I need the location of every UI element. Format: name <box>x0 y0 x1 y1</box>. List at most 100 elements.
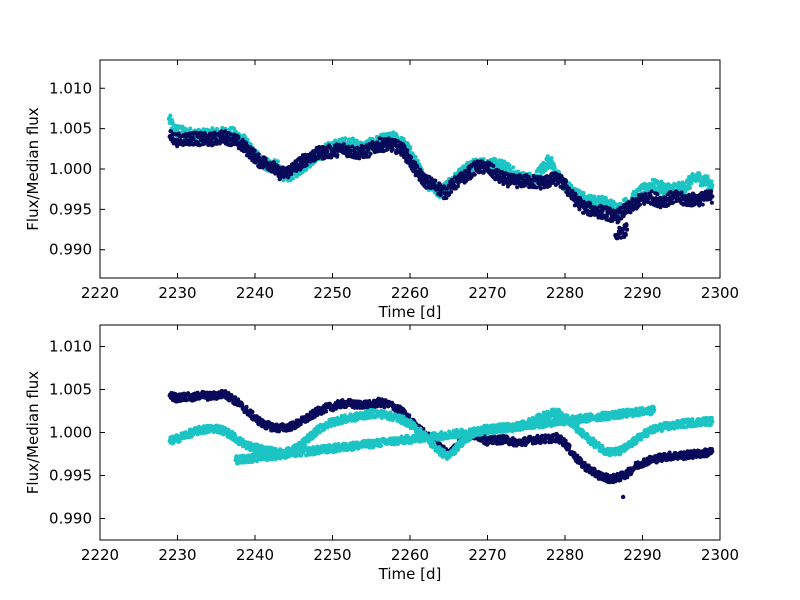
data-point <box>370 140 375 145</box>
data-point <box>324 409 329 414</box>
data-point <box>191 136 196 141</box>
data-point <box>552 166 557 171</box>
x-tick-label: 2260 <box>391 284 429 302</box>
scatter-points <box>167 388 715 500</box>
data-point <box>308 159 313 164</box>
data-point <box>545 154 550 159</box>
data-point <box>250 409 255 414</box>
data-point <box>347 137 352 142</box>
data-point <box>407 158 413 164</box>
data-point <box>623 232 628 237</box>
data-point <box>343 136 348 141</box>
data-point <box>547 183 552 188</box>
data-point <box>348 148 353 153</box>
data-point <box>688 185 693 190</box>
data-point <box>603 196 608 201</box>
data-point <box>262 419 267 424</box>
data-point <box>628 210 633 215</box>
data-point <box>638 202 643 207</box>
data-point <box>291 176 296 181</box>
data-point <box>534 185 539 190</box>
x-axis-label: Time [d] <box>378 303 442 321</box>
data-point <box>354 138 359 143</box>
data-point <box>542 185 547 190</box>
data-point <box>620 494 626 500</box>
data-point <box>698 199 703 204</box>
data-point <box>407 413 412 418</box>
data-point <box>214 126 219 131</box>
data-point <box>649 189 654 194</box>
x-tick-label: 2230 <box>158 284 196 302</box>
data-point <box>592 194 597 199</box>
x-tick-label: 2250 <box>313 284 351 302</box>
data-point <box>175 144 180 149</box>
data-point <box>236 134 241 139</box>
data-point <box>614 210 619 215</box>
x-tick-label: 2280 <box>546 284 584 302</box>
data-point <box>566 186 571 191</box>
data-point <box>671 200 676 205</box>
y-tick-label: 1.000 <box>49 160 92 178</box>
data-point <box>610 218 615 223</box>
data-point <box>564 179 569 184</box>
data-point <box>256 152 261 157</box>
data-point <box>572 203 577 208</box>
data-point <box>570 188 575 193</box>
data-point <box>710 182 715 188</box>
data-point <box>709 189 714 194</box>
data-point <box>244 140 249 145</box>
data-point <box>431 181 436 186</box>
data-point <box>441 444 446 449</box>
data-point <box>642 201 647 206</box>
data-point <box>346 145 351 150</box>
data-point <box>299 165 304 170</box>
data-point <box>491 163 496 168</box>
data-point <box>233 395 238 400</box>
data-point <box>405 148 410 153</box>
data-point <box>449 178 454 183</box>
x-tick-label: 2300 <box>701 284 739 302</box>
data-point <box>455 184 460 189</box>
data-point <box>413 155 418 159</box>
y-tick-label: 0.990 <box>49 241 92 259</box>
data-point <box>408 146 413 151</box>
data-point <box>516 169 521 174</box>
data-point <box>588 201 593 206</box>
x-tick-label: 2290 <box>623 284 661 302</box>
data-point <box>511 165 516 170</box>
data-point <box>573 192 578 197</box>
data-point <box>709 200 714 205</box>
data-point <box>567 443 572 448</box>
y-tick-label: 0.995 <box>49 200 92 218</box>
data-point <box>655 192 660 197</box>
data-point <box>538 186 543 191</box>
data-point <box>624 227 630 232</box>
data-point <box>289 169 294 174</box>
data-point <box>705 174 710 179</box>
data-point <box>168 113 173 118</box>
data-point <box>604 214 609 219</box>
data-point <box>240 137 245 142</box>
data-point <box>710 449 715 454</box>
data-point <box>438 193 443 198</box>
series-1 <box>167 129 715 241</box>
x-tick-label: 2240 <box>236 284 274 302</box>
data-point <box>526 174 531 179</box>
scatter-points <box>166 113 715 241</box>
data-point <box>509 181 514 186</box>
data-point <box>549 155 554 160</box>
data-point <box>368 151 373 156</box>
data-point <box>332 150 337 155</box>
data-point <box>335 152 340 157</box>
data-point <box>341 142 346 147</box>
x-tick-label: 2270 <box>468 284 506 302</box>
top-light-curve-panel: 2220 2230 2240 2250 2260 2270 2280 2290 23000.99… <box>24 59 739 321</box>
data-point <box>386 136 391 141</box>
data-point <box>421 426 426 431</box>
data-point <box>248 142 253 147</box>
data-point <box>350 144 355 149</box>
data-point <box>472 172 477 177</box>
data-point <box>385 147 390 152</box>
data-point <box>415 164 420 169</box>
